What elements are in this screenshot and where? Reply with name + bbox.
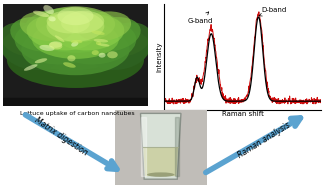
Ellipse shape — [29, 12, 122, 53]
Polygon shape — [140, 113, 181, 179]
Ellipse shape — [10, 17, 69, 52]
Ellipse shape — [82, 17, 141, 52]
Ellipse shape — [96, 41, 101, 45]
Ellipse shape — [92, 50, 99, 55]
Y-axis label: Intensity: Intensity — [156, 41, 163, 72]
Ellipse shape — [15, 21, 93, 64]
Text: G-band: G-band — [188, 12, 213, 23]
Ellipse shape — [147, 172, 174, 177]
Polygon shape — [143, 147, 178, 176]
Ellipse shape — [18, 19, 133, 70]
Ellipse shape — [43, 5, 54, 14]
Ellipse shape — [33, 11, 49, 17]
Bar — [141, 117, 147, 176]
Ellipse shape — [20, 11, 73, 41]
Ellipse shape — [62, 31, 147, 79]
Ellipse shape — [88, 29, 150, 70]
Ellipse shape — [36, 6, 115, 42]
Ellipse shape — [77, 11, 131, 41]
Ellipse shape — [32, 20, 119, 59]
Ellipse shape — [93, 39, 108, 43]
Ellipse shape — [57, 7, 93, 25]
Bar — [3, 98, 148, 106]
Ellipse shape — [67, 55, 75, 61]
Ellipse shape — [101, 22, 151, 57]
Ellipse shape — [24, 64, 38, 71]
Ellipse shape — [27, 14, 95, 50]
Ellipse shape — [92, 30, 105, 35]
Ellipse shape — [71, 41, 78, 47]
Ellipse shape — [55, 14, 124, 50]
Ellipse shape — [47, 11, 90, 33]
Ellipse shape — [47, 11, 104, 42]
Text: Matrix digestion: Matrix digestion — [32, 115, 89, 157]
Text: Raman analysis: Raman analysis — [236, 120, 292, 160]
Ellipse shape — [21, 24, 130, 75]
Ellipse shape — [98, 43, 110, 46]
Text: Lettuce uptake of carbon nanotubes: Lettuce uptake of carbon nanotubes — [20, 111, 134, 115]
Ellipse shape — [48, 16, 56, 21]
Ellipse shape — [49, 42, 62, 49]
Text: D-band: D-band — [259, 7, 287, 16]
Ellipse shape — [107, 51, 118, 58]
Ellipse shape — [1, 29, 63, 70]
X-axis label: Raman shift: Raman shift — [222, 111, 264, 117]
Ellipse shape — [55, 35, 64, 42]
Ellipse shape — [63, 62, 76, 68]
Bar — [175, 117, 179, 176]
Ellipse shape — [35, 58, 47, 63]
Ellipse shape — [39, 45, 54, 51]
Ellipse shape — [58, 21, 136, 64]
Ellipse shape — [0, 22, 50, 57]
Ellipse shape — [4, 31, 89, 79]
Ellipse shape — [25, 8, 126, 51]
Ellipse shape — [61, 11, 104, 33]
Ellipse shape — [99, 53, 106, 58]
Ellipse shape — [7, 32, 144, 88]
Ellipse shape — [49, 41, 62, 48]
Ellipse shape — [71, 40, 82, 43]
